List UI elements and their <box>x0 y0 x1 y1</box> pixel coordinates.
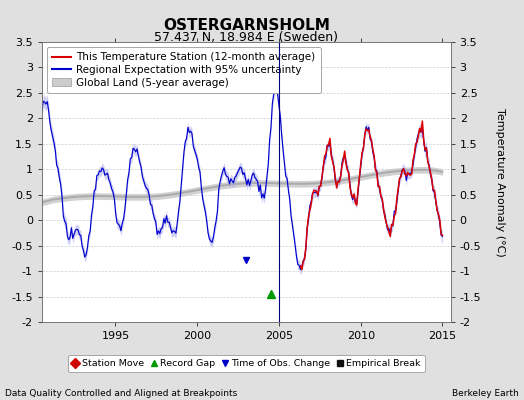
Text: 57.437 N, 18.984 E (Sweden): 57.437 N, 18.984 E (Sweden) <box>154 31 339 44</box>
Text: Berkeley Earth: Berkeley Earth <box>452 389 519 398</box>
Y-axis label: Temperature Anomaly (°C): Temperature Anomaly (°C) <box>495 108 505 256</box>
Legend: Station Move, Record Gap, Time of Obs. Change, Empirical Break: Station Move, Record Gap, Time of Obs. C… <box>68 355 425 372</box>
Text: Data Quality Controlled and Aligned at Breakpoints: Data Quality Controlled and Aligned at B… <box>5 389 237 398</box>
Text: OSTERGARNSHOLM: OSTERGARNSHOLM <box>163 18 330 33</box>
